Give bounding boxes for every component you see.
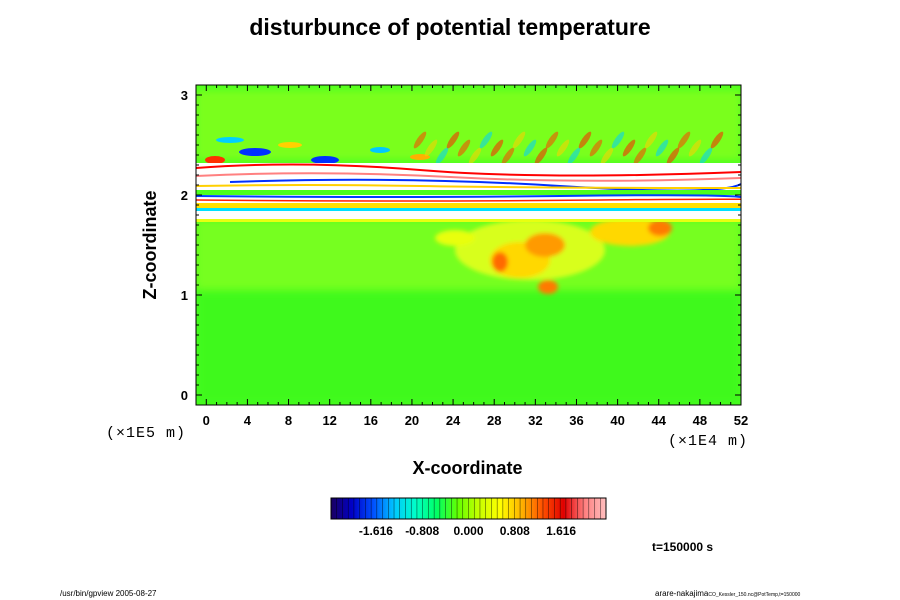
wave-stripe [666,147,680,165]
x-tick-label: 40 [610,413,624,428]
wave-stripes [413,131,724,165]
x-tick-label: 36 [569,413,583,428]
warm-plume [435,218,672,294]
chart-title: disturbunce of potential temperature [249,14,651,40]
colorbar-tick-label: 1.616 [546,524,576,538]
x-tick-label: 4 [244,413,252,428]
colorbar-ticks: -1.616 -0.808 0.000 0.808 1.616 [330,498,607,538]
footer-right: arare-nakajimaCO_Kessler_150.nc@PotTemp,… [655,589,800,598]
x-tick-label: 8 [285,413,292,428]
y-unit-label: (×1E5 m) [106,425,187,442]
wave-stripe [435,147,449,165]
colorbar-tick-label: 0.808 [500,524,530,538]
y-axis-label-wrap: Z-coordinate [140,191,340,366]
x-tick-label: 12 [322,413,336,428]
footer-right-small: CO_Kessler_150.nc@PotTemp,t=150000 [708,592,801,598]
footer-right-main: arare-nakajima [655,589,709,598]
colorbar-tick-label: -0.808 [405,524,439,538]
x-axis-label: X-coordinate [412,458,523,478]
y-axis-ticks: 0 1 2 3 [181,84,741,403]
wave-stripe [490,139,504,157]
y-tick-label: 0 [181,388,188,403]
wave-stripe [699,147,713,165]
lower-layer [196,290,741,405]
time-label: t=150000 s [652,540,714,554]
x-tick-label: 32 [528,413,542,428]
wave-stripe [424,139,438,157]
colorbar-tick-label: -1.616 [359,524,393,538]
x-tick-label: 16 [364,413,378,428]
wave-stripe [622,139,636,157]
wave-stripe [523,139,537,157]
heatmap-field [196,85,741,405]
wave-stripe [468,147,482,165]
x-tick-label: 24 [446,413,461,428]
y-tick-label: 2 [181,188,188,203]
wave-stripe [633,147,647,165]
wave-stripe [589,139,603,157]
wave-stripe [545,131,559,149]
x-tick-label: 20 [405,413,419,428]
unstable-band [196,163,741,222]
wave-stripe [413,131,427,149]
x-axis-ticks: 0 4 8 12 16 20 24 28 32 36 40 44 48 52 [203,85,748,428]
wave-stripe [655,139,669,157]
x-tick-label: 48 [693,413,707,428]
wave-stripe [710,131,724,149]
x-tick-label: 52 [734,413,748,428]
wave-stripe [644,131,658,149]
wave-stripe [479,131,493,149]
wave-stripe [501,147,515,165]
x-tick-label: 44 [652,413,667,428]
upper-layer [196,90,741,160]
wave-stripe [512,131,526,149]
wave-stripe [677,131,691,149]
footer-left: /usr/bin/gpview 2005-08-27 [60,589,157,598]
y-tick-label: 3 [181,88,188,103]
wave-stripe [556,139,570,157]
colorbar-tick-label: 0.000 [453,524,483,538]
y-tick-label: 1 [181,288,188,303]
upper-waves [205,137,430,164]
wave-stripe [578,131,592,149]
wave-stripe [611,131,625,149]
wave-stripe [600,147,614,165]
wave-stripe [688,139,702,157]
x-tick-label: 28 [487,413,501,428]
y-axis-label: Z-coordinate [140,190,160,300]
x-unit-label: (×1E4 m) [668,433,749,450]
wave-stripe [457,139,471,157]
wave-stripe [446,131,460,149]
wave-stripe [534,147,548,165]
wave-stripe [567,147,581,165]
x-tick-label: 0 [203,413,210,428]
